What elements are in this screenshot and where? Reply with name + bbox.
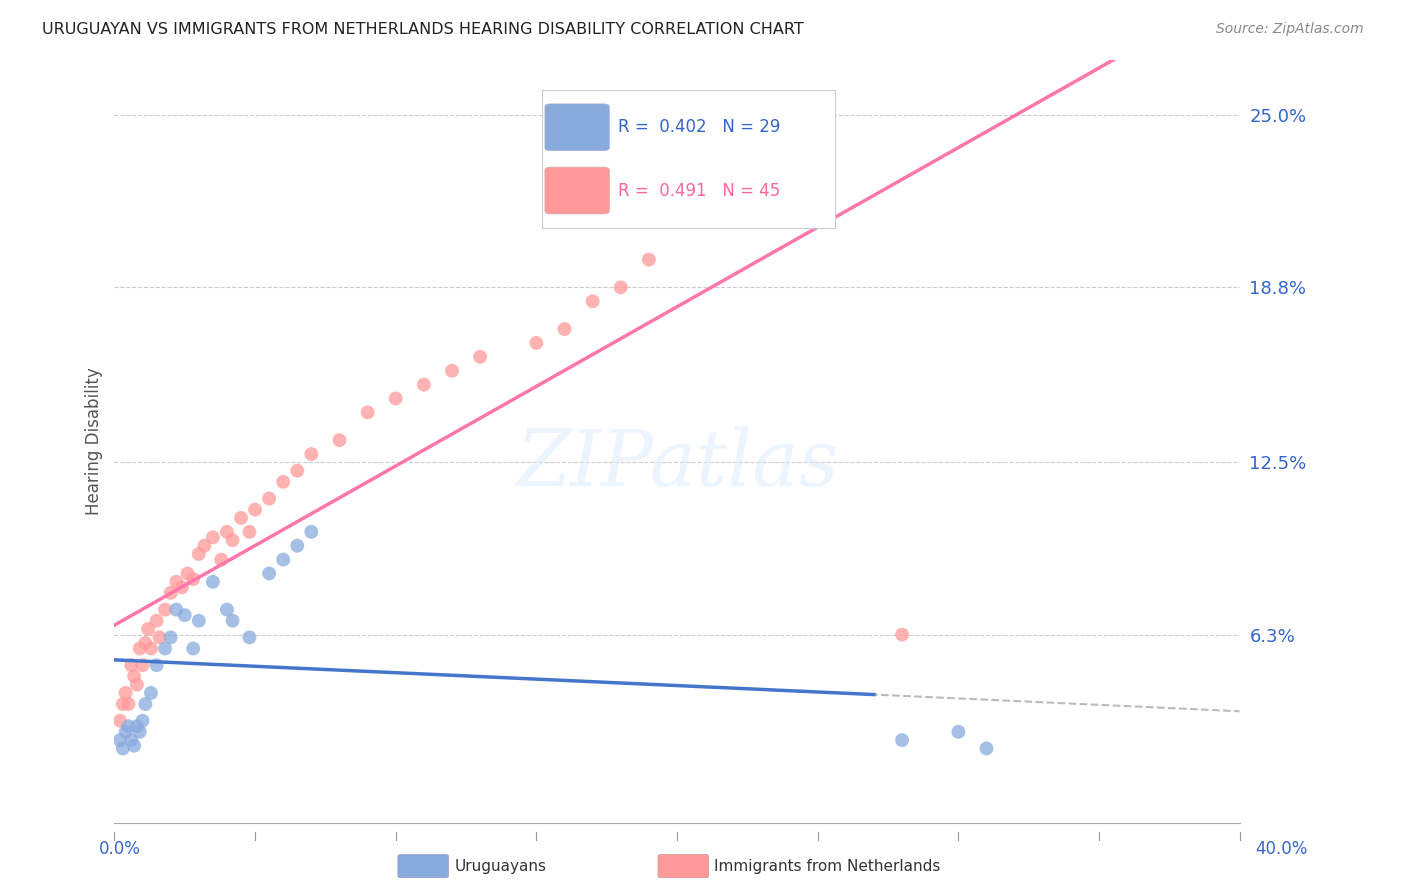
Text: Source: ZipAtlas.com: Source: ZipAtlas.com [1216, 22, 1364, 37]
Point [122, 739, 145, 753]
Point [165, 574, 187, 589]
Point [139, 686, 162, 700]
Point [201, 530, 224, 544]
Point [122, 669, 145, 683]
Point [181, 641, 204, 656]
Point [176, 566, 198, 581]
Point [285, 464, 308, 478]
Point [271, 552, 294, 566]
Point [215, 602, 238, 616]
Point [159, 586, 181, 600]
Text: Uruguayans: Uruguayans [454, 859, 546, 873]
Point [108, 714, 131, 728]
Point [384, 392, 406, 406]
Point [948, 724, 970, 739]
Point [111, 697, 134, 711]
Point [125, 677, 148, 691]
Point [117, 719, 139, 733]
Point [238, 524, 260, 539]
Point [120, 733, 142, 747]
Point [891, 627, 914, 641]
Point [524, 335, 547, 350]
Point [257, 491, 280, 506]
Point [201, 574, 224, 589]
Y-axis label: Hearing Disability: Hearing Disability [86, 368, 103, 516]
Point [891, 733, 914, 747]
Point [125, 719, 148, 733]
Point [560, 192, 582, 206]
Point [638, 252, 661, 267]
Point [187, 614, 209, 628]
Point [299, 447, 322, 461]
Point [120, 658, 142, 673]
Text: Immigrants from Netherlands: Immigrants from Netherlands [714, 859, 941, 873]
Point [257, 566, 280, 581]
Point [412, 377, 434, 392]
Point [229, 511, 252, 525]
Point [134, 636, 156, 650]
Text: URUGUAYAN VS IMMIGRANTS FROM NETHERLANDS HEARING DISABILITY CORRELATION CHART: URUGUAYAN VS IMMIGRANTS FROM NETHERLANDS… [42, 22, 804, 37]
Point [145, 658, 167, 673]
Text: 0.0%: 0.0% [98, 840, 141, 858]
Point [145, 614, 167, 628]
Point [187, 547, 209, 561]
Point [114, 686, 136, 700]
Point [128, 641, 150, 656]
Point [582, 294, 605, 309]
Point [153, 602, 176, 616]
Text: ZIPatlas: ZIPatlas [516, 426, 838, 502]
Point [148, 631, 170, 645]
Point [209, 552, 232, 566]
Point [976, 741, 998, 756]
Point [215, 524, 238, 539]
Point [117, 697, 139, 711]
Point [271, 475, 294, 489]
Point [131, 658, 153, 673]
Point [128, 724, 150, 739]
Point [181, 572, 204, 586]
Point [114, 724, 136, 739]
Point [170, 580, 193, 594]
Point [610, 280, 633, 294]
Point [139, 641, 162, 656]
Text: 40.0%: 40.0% [1256, 840, 1308, 858]
Point [111, 741, 134, 756]
Point [468, 350, 491, 364]
Point [165, 602, 187, 616]
Point [221, 533, 243, 548]
Point [131, 714, 153, 728]
Point [173, 608, 195, 623]
Point [356, 405, 378, 419]
Point [238, 631, 260, 645]
Point [153, 641, 176, 656]
Point [554, 322, 576, 336]
Point [243, 502, 266, 516]
Point [221, 614, 243, 628]
Point [328, 433, 350, 447]
Point [108, 733, 131, 747]
Point [440, 364, 463, 378]
Point [134, 697, 156, 711]
Point [299, 524, 322, 539]
Point [285, 539, 308, 553]
Point [193, 539, 215, 553]
Point [136, 622, 159, 636]
Point [159, 631, 181, 645]
